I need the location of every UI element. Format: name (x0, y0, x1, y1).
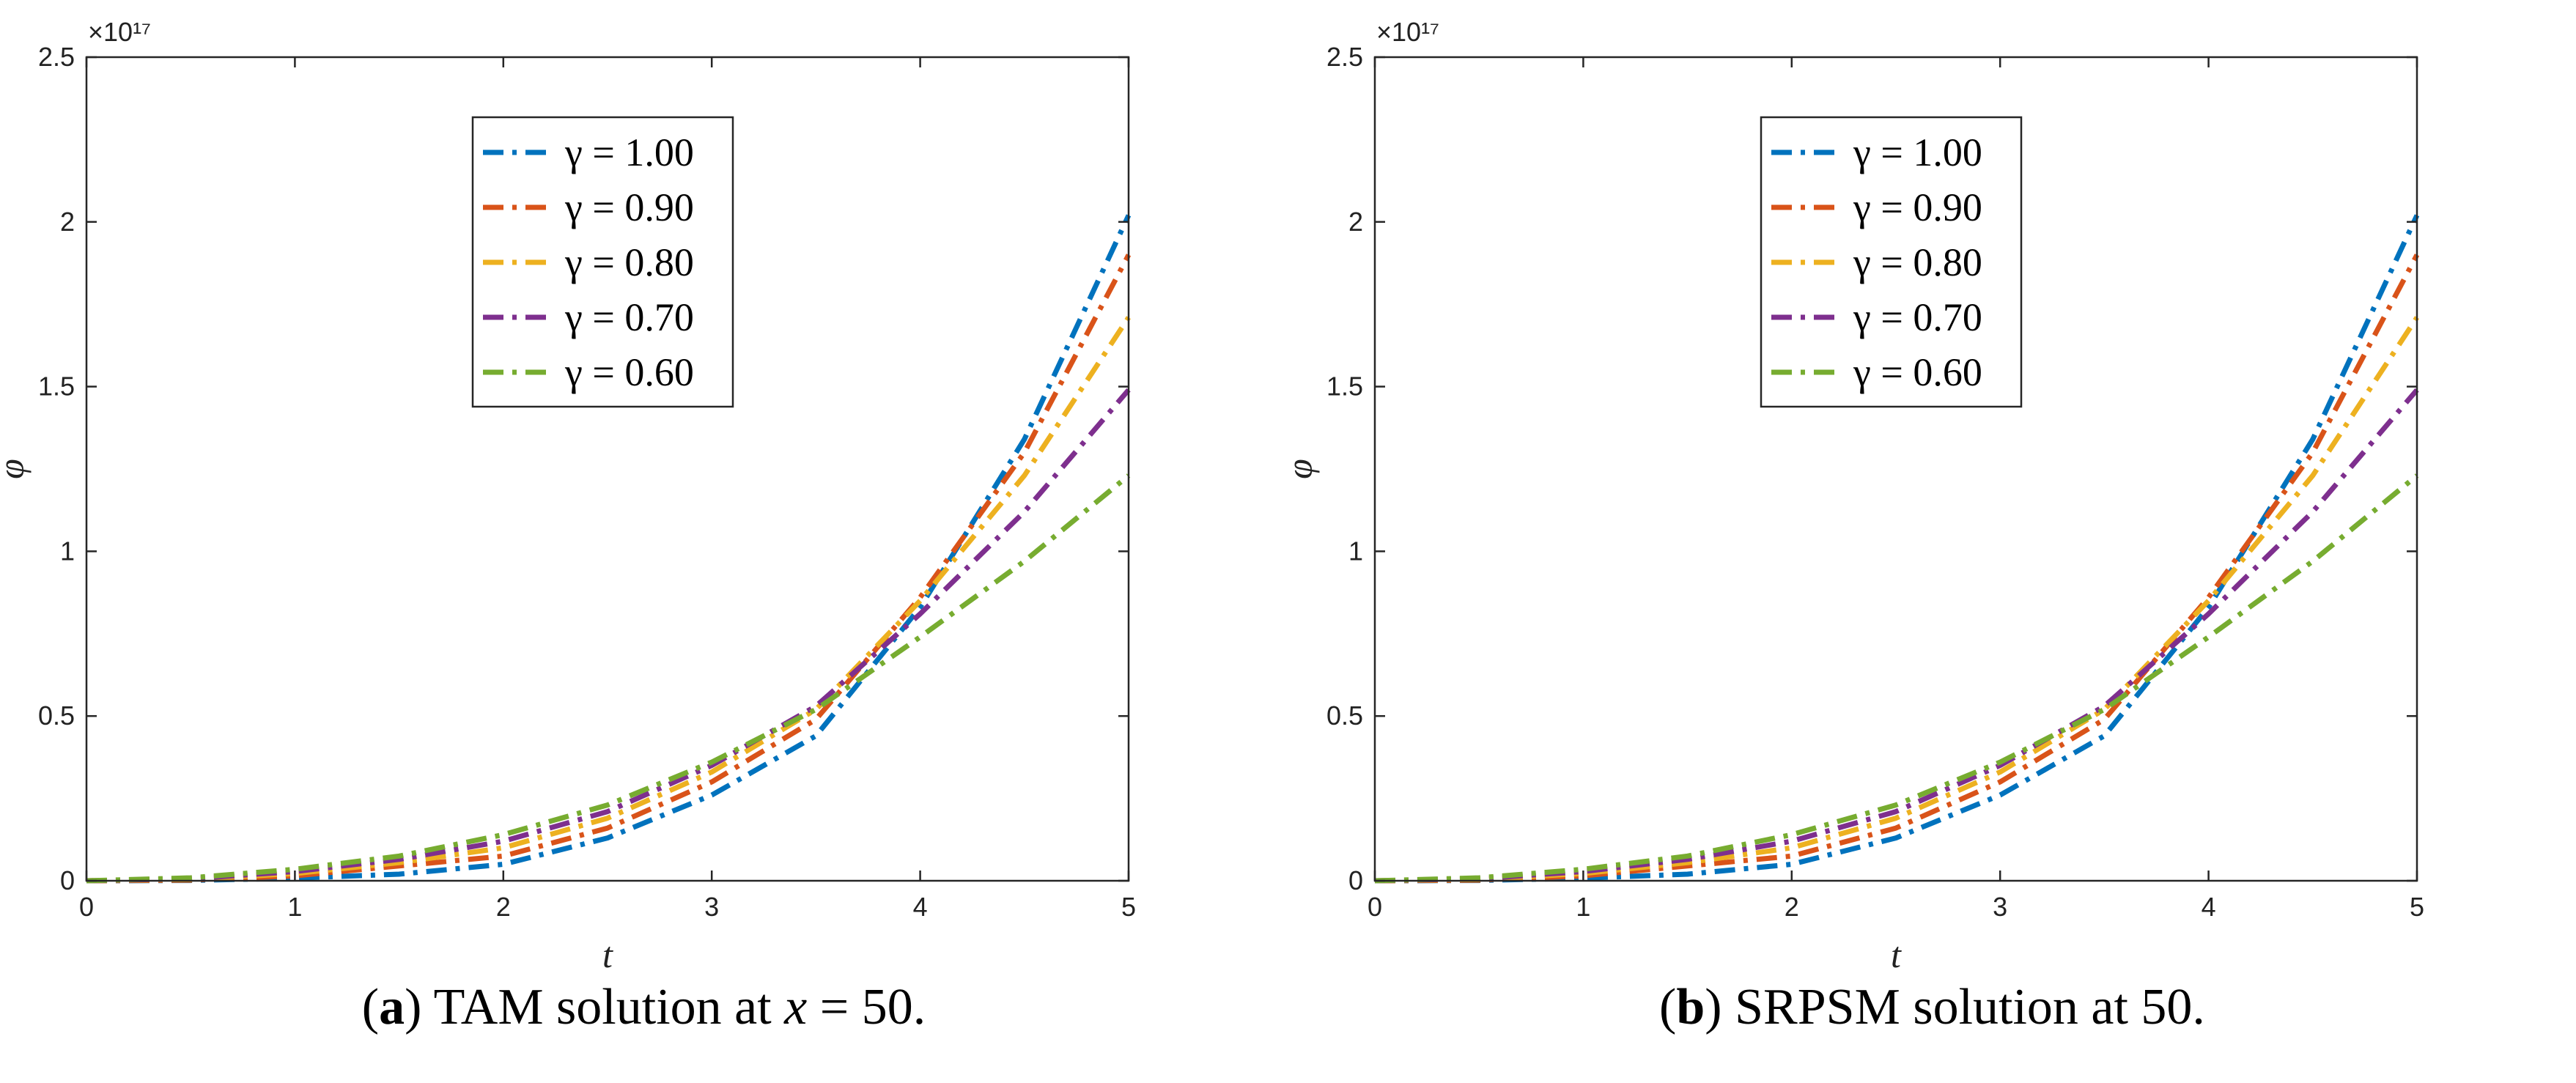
x-tick-label-1: 1 (287, 892, 302, 922)
legend-entry-3: γ = 0.70 (1853, 295, 1982, 339)
x-tick-label-2: 2 (496, 892, 511, 922)
caption-a-label: a (379, 979, 405, 1035)
series-group (1374, 214, 2420, 884)
legend-entry-1: γ = 0.90 (1853, 185, 1982, 229)
legend-entry-1: γ = 0.90 (564, 185, 694, 229)
y-tick-label-2: 1 (60, 536, 75, 566)
y-tick-label-3: 1.5 (1326, 372, 1363, 402)
y-tick-label-1: 0.5 (38, 701, 75, 731)
y-tick-label-4: 2 (1348, 207, 1363, 237)
caption-a-math: x (784, 979, 808, 1035)
y-tick-label-5: 2.5 (38, 42, 75, 72)
x-tick-label-4: 4 (2202, 892, 2216, 922)
legend-entry-4: γ = 0.60 (1853, 350, 1982, 394)
x-tick-label-1: 1 (1576, 892, 1590, 922)
legend: γ = 1.00 γ = 0.90 γ = 0.80 γ = 0.70 γ = 0.60 (1760, 116, 2023, 408)
legend: γ = 1.00 γ = 0.90 γ = 0.80 γ = 0.70 γ = 0.60 (471, 116, 734, 408)
legend-entry-0: γ = 1.00 (564, 130, 694, 174)
y-axis-label: φ (1288, 459, 1320, 479)
y-tick-label-1: 0.5 (1326, 701, 1363, 731)
plot-frame (1373, 56, 2418, 882)
y-tick-label-3: 1.5 (38, 372, 75, 402)
chart-a-svg: 0 1 2 3 4 5 0 0.5 1 1.5 2 2.5 ×10¹⁷ t φ γ = 1.00 γ = 0.9… (0, 17, 1136, 975)
y-tick-label-0: 0 (60, 865, 75, 895)
legend-entry-4: γ = 0.60 (564, 350, 694, 394)
y-tick-label-4: 2 (60, 207, 75, 237)
legend-entry-2: γ = 0.80 (1853, 240, 1982, 284)
y-tick-label-0: 0 (1348, 865, 1363, 895)
series-group (86, 214, 1132, 884)
panel-b: 0 1 2 3 4 5 0 0.5 1 1.5 2 2.5 ×10¹⁷ t φ γ = 1.00 γ = 0.9… (1288, 0, 2576, 1083)
series-line-4 (1374, 473, 2419, 884)
legend-entry-3: γ = 0.70 (564, 295, 694, 339)
caption-b-text: SRPSM solution at 50. (1721, 979, 2205, 1035)
y-tick-label-5: 2.5 (1326, 42, 1363, 72)
caption-b-label: b (1676, 979, 1705, 1035)
y-tick-label-2: 1 (1348, 536, 1363, 566)
x-tick-label-3: 3 (1993, 892, 2007, 922)
panel-a: 0 1 2 3 4 5 0 0.5 1 1.5 2 2.5 ×10¹⁷ t φ γ = 1.00 γ = 0.9… (0, 17, 1136, 1035)
legend-entry-2: γ = 0.80 (564, 240, 694, 284)
y-axis-label: φ (0, 459, 32, 479)
caption-b: (b) SRPSM solution at 50. (1659, 979, 2205, 1035)
caption-a-text: TAM solution at (421, 979, 785, 1035)
chart-b-svg: 0 1 2 3 4 5 0 0.5 1 1.5 2 2.5 ×10¹⁷ t φ γ = 1.00 γ = 0.9… (1288, 17, 2424, 975)
x-axis-label: t (1891, 934, 1902, 975)
plot-frame (85, 56, 1130, 882)
y-exponent-label: ×10¹⁷ (88, 17, 151, 47)
x-tick-label-2: 2 (1785, 892, 1799, 922)
caption-a-tail: = 50. (807, 979, 926, 1035)
series-line-4 (86, 473, 1131, 884)
x-tick-label-0: 0 (1368, 892, 1382, 922)
x-tick-label-4: 4 (913, 892, 928, 922)
legend-entry-0: γ = 1.00 (1853, 130, 1982, 174)
x-tick-label-5: 5 (2410, 892, 2424, 922)
x-tick-label-0: 0 (79, 892, 94, 922)
caption-a: (a) TAM solution at x = 50. (361, 979, 926, 1035)
x-axis-label: t (602, 934, 613, 975)
y-exponent-label: ×10¹⁷ (1376, 17, 1439, 47)
x-tick-label-3: 3 (704, 892, 719, 922)
x-tick-label-5: 5 (1121, 892, 1136, 922)
